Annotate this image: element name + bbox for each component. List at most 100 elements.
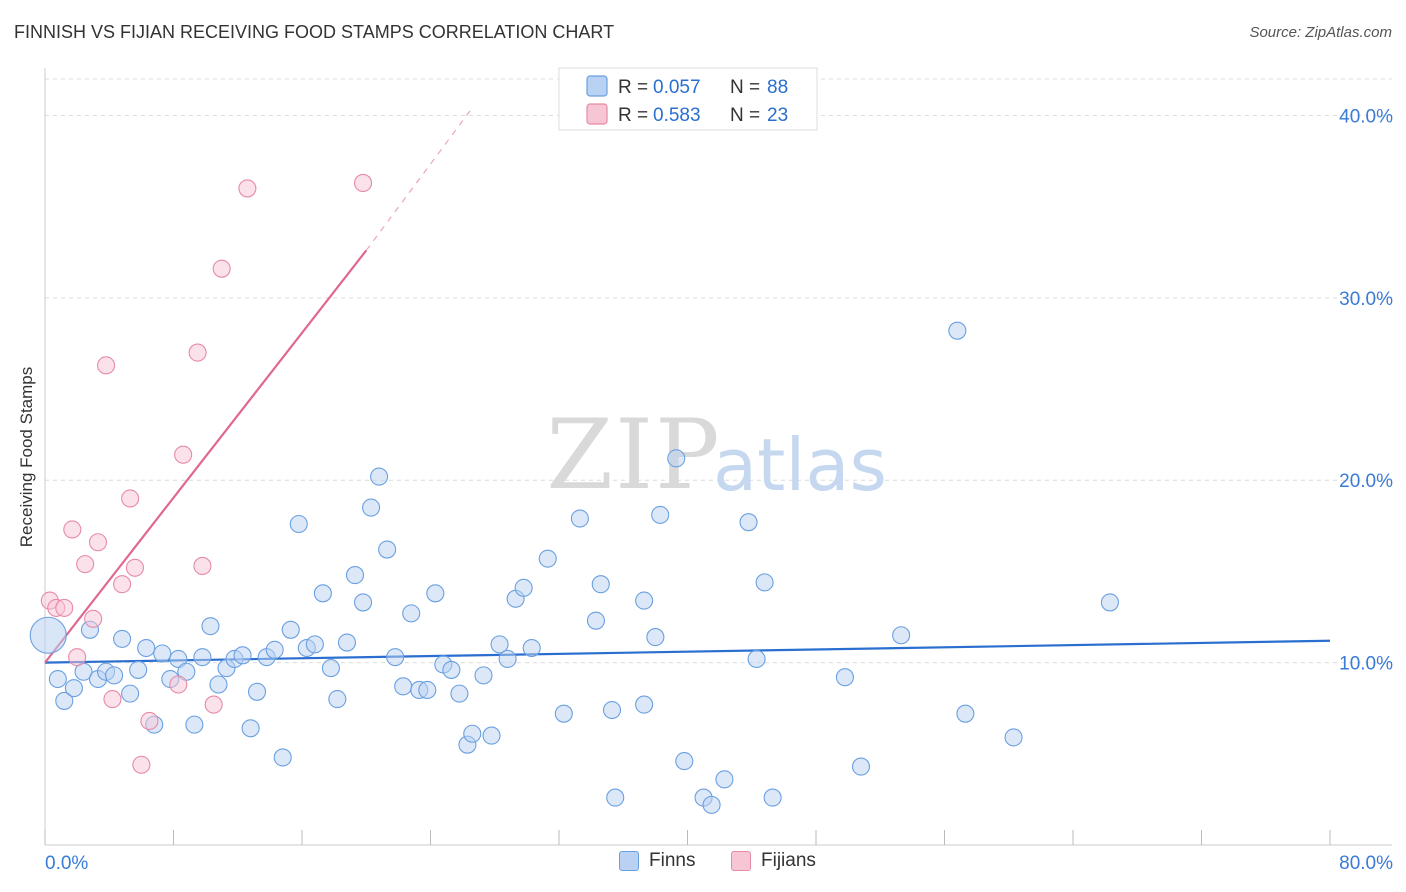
finns-point[interactable] [265,640,284,659]
finns-point[interactable] [739,513,758,532]
fijians-point[interactable] [88,533,108,552]
finns-point[interactable] [675,752,694,771]
finns-point[interactable] [482,726,501,745]
finns-point[interactable] [201,617,220,636]
finns-point[interactable] [646,628,665,647]
finns-point[interactable] [514,578,533,597]
finns-point[interactable] [755,573,774,592]
finns-point[interactable] [442,660,461,679]
fijians-point[interactable] [76,555,95,574]
fijians-point[interactable] [140,711,159,731]
finns-point[interactable] [763,788,782,807]
finns-point[interactable] [313,584,332,603]
legend-item-finns[interactable]: Finns [619,850,695,872]
finns-point[interactable] [394,677,413,696]
finns-point[interactable] [702,795,721,814]
finns-point[interactable] [747,649,766,669]
fijians-point[interactable] [125,558,144,577]
finns-point[interactable] [281,620,300,639]
finns-point[interactable] [185,715,204,734]
finns-point[interactable] [570,509,589,528]
fijians-point[interactable] [204,695,223,714]
fijians-point[interactable] [188,343,207,362]
finns-point[interactable] [606,788,625,807]
fijians-point[interactable] [238,179,257,198]
finns-point[interactable] [635,591,654,610]
finns-point[interactable] [305,635,324,654]
finns-point[interactable] [233,646,252,665]
fijians-point[interactable] [193,556,212,576]
finns-point[interactable] [602,700,622,720]
finns-point[interactable] [892,626,911,645]
finns-point[interactable] [29,616,67,654]
finns-point[interactable] [450,684,469,703]
fijians-point[interactable] [212,259,231,278]
finns-point[interactable] [426,584,445,603]
finns-point[interactable] [378,540,397,559]
finns-point[interactable] [1100,593,1119,612]
finns-point[interactable] [177,662,196,681]
finns-point[interactable] [490,635,509,654]
finns-point[interactable] [1004,728,1023,747]
finns-point[interactable] [538,549,557,568]
finns-point[interactable] [247,682,267,701]
legend-item-fijians[interactable]: Fijians [731,850,816,872]
fijians-point[interactable] [55,598,74,617]
y-tick-label: 40.0% [1339,106,1393,127]
finns-point[interactable] [586,611,605,630]
finns-point[interactable] [105,666,124,685]
finns-point[interactable] [55,691,74,710]
finns-point[interactable] [522,638,541,658]
finns-point[interactable] [948,321,967,340]
fijians-point[interactable] [169,675,188,694]
finns-point[interactable] [386,648,405,667]
legend-n-label: N = [730,77,760,98]
finns-point[interactable] [337,633,357,652]
finns-point[interactable] [851,757,871,776]
fijians-point[interactable] [121,489,140,508]
fijians-point[interactable] [103,690,122,709]
finns-point[interactable] [667,449,686,468]
finns-point[interactable] [463,724,482,743]
finns-point[interactable] [715,770,734,789]
finns-point[interactable] [370,467,389,486]
finns-point[interactable] [153,644,172,663]
finns-point[interactable] [321,659,340,678]
finns-point[interactable] [121,684,140,703]
finns-point[interactable] [635,695,654,714]
fijians-point[interactable] [63,520,82,539]
finns-point[interactable] [554,704,573,723]
finns-point[interactable] [64,679,83,698]
finns-point[interactable] [289,514,308,534]
finns-point[interactable] [835,668,854,687]
finns-point[interactable] [591,575,610,594]
finns-point[interactable] [353,593,373,612]
fijians-point[interactable] [353,173,373,193]
fijians-point[interactable] [84,609,103,628]
finns-point[interactable] [241,719,260,738]
finns-point[interactable] [113,629,132,648]
fijians-point[interactable] [96,356,116,375]
finns-point[interactable] [651,505,670,524]
finns-point[interactable] [209,675,228,694]
finns-point[interactable] [418,680,437,700]
finns-point[interactable] [402,604,421,623]
finns-point[interactable] [345,566,365,585]
legend-label-finns: Finns [649,850,696,871]
fijians-point[interactable] [132,755,151,774]
finns-point[interactable] [498,649,517,669]
finns-point[interactable] [137,638,156,658]
finns-point[interactable] [474,666,493,685]
finns-point[interactable] [169,649,188,669]
fijians-point[interactable] [68,648,87,667]
finns-point[interactable] [956,704,975,723]
finns-point[interactable] [362,498,381,517]
finns-point[interactable] [328,690,347,709]
fijians-point[interactable] [174,445,193,464]
finns-point[interactable] [193,648,212,667]
finns-point[interactable] [129,660,148,679]
finns-point[interactable] [48,669,67,689]
fijians-trend-line [44,249,368,664]
finns-point[interactable] [273,748,292,767]
fijians-point[interactable] [113,575,132,594]
